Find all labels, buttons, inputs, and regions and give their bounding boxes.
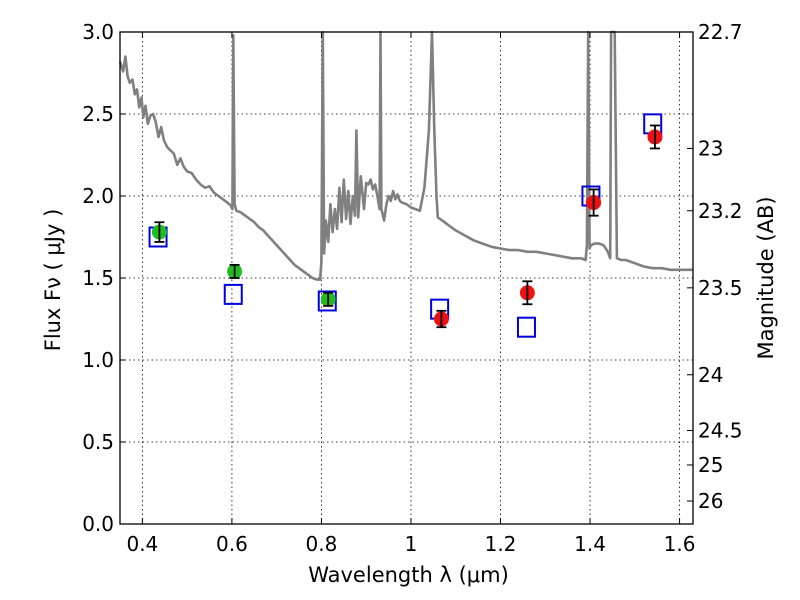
y-tick-label: 3.0 <box>82 20 114 44</box>
x-tick-label: 1 <box>405 532 418 556</box>
y-tick-label: 1.5 <box>82 266 114 290</box>
y-tick-label: 0.5 <box>82 430 114 454</box>
grid <box>120 31 693 525</box>
spectrum-layer <box>118 30 693 281</box>
right-tick-label: 26 <box>698 489 723 513</box>
model-square-marker <box>317 290 337 312</box>
right-tick-label: 23.5 <box>698 276 743 300</box>
right-tick-label: 25 <box>698 453 723 477</box>
model-square-marker <box>516 316 536 338</box>
axis-ticks: 0.4 0.6 0.8 1 1.2 1.4 1.6 0.0 0.5 1.0 1.5 2.0 2.5 3.0… <box>82 20 742 556</box>
x-tick-label: 0.8 <box>306 532 338 556</box>
x-tick-label: 1.6 <box>664 532 696 556</box>
x-tick-label: 0.4 <box>126 532 158 556</box>
x-tick-label: 0.6 <box>216 532 248 556</box>
y-tick-label: 1.0 <box>82 348 114 372</box>
model-square-marker <box>223 283 243 305</box>
x-axis-label: Wavelength λ (μm) <box>308 563 509 587</box>
right-tick-label: 24 <box>698 363 723 387</box>
spectrum-line <box>118 30 693 281</box>
x-tick-label: 1.2 <box>485 532 517 556</box>
x-tick-label: 1.4 <box>574 532 606 556</box>
y-tick-label: 2.5 <box>82 102 114 126</box>
right-tick-label: 22.7 <box>698 20 743 44</box>
right-axis-label: Magnitude (AB) <box>754 196 778 359</box>
y-tick-label: 2.0 <box>82 184 114 208</box>
right-tick-label: 23.2 <box>698 199 743 223</box>
y-tick-label: 0.0 <box>82 512 114 536</box>
right-tick-label: 23 <box>698 136 723 160</box>
data-points-layer <box>148 113 663 338</box>
y-axis-label: Flux Fν ( μJy ) <box>41 209 65 352</box>
right-tick-label: 24.5 <box>698 419 743 443</box>
